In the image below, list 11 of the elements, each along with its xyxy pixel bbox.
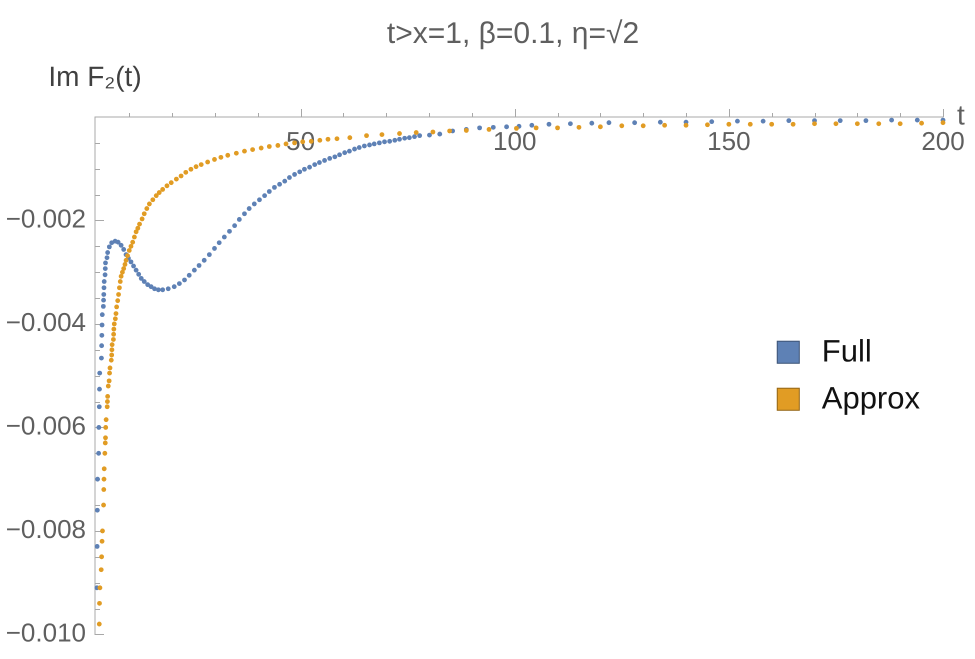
x-tick-label: 150 [707,126,751,156]
chart-title: t>x=1, β=0.1, η=√2 [386,17,640,50]
legend-label: Approx [822,380,920,416]
y-tick-label: −0.004 [6,307,86,338]
y-axis-title: Im F₂(t) [48,61,142,92]
y-tick-label: −0.002 [6,204,86,234]
y-tick-label: −0.008 [6,514,86,544]
y-tick-label: −0.010 [6,618,86,648]
legend-label: Full [822,334,872,369]
x-tick-label: 100 [493,126,536,156]
y-tick-label: −0.006 [6,410,86,441]
